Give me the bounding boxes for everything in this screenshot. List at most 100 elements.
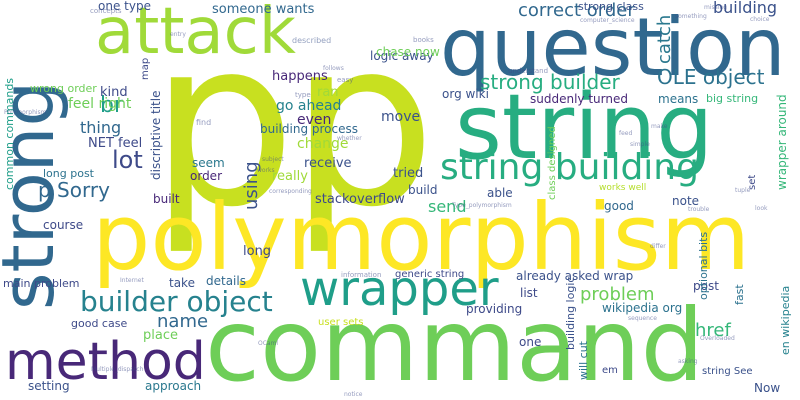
word: building (713, 0, 778, 17)
word: build (408, 183, 438, 197)
word: already asked wrap (516, 269, 634, 283)
word: long post (43, 167, 94, 180)
word: concepts (90, 7, 122, 15)
word: information (341, 271, 382, 279)
word: really (272, 169, 308, 184)
word: p (290, 0, 436, 258)
word: org wiki (442, 87, 489, 101)
word: catch (654, 14, 675, 64)
word: will cut (577, 341, 590, 380)
word: find (196, 118, 212, 127)
word: Internet (120, 277, 144, 284)
word: Multiple_dispatch (91, 366, 144, 373)
word: discriptive title (149, 90, 163, 180)
word: main problem (3, 277, 80, 290)
word: go ahead (276, 98, 342, 114)
word: strong class (578, 0, 644, 13)
word: sequence (628, 315, 657, 322)
word: change (297, 136, 349, 152)
word: simple (630, 141, 650, 148)
word: choice (750, 16, 770, 23)
word: feel right (68, 96, 132, 112)
word: receive (304, 156, 352, 171)
word: Type_polymorphism (452, 202, 512, 209)
word: wrapper around (775, 94, 789, 190)
word: follows (323, 65, 344, 72)
word: good (604, 199, 634, 213)
word: suddenly turned (530, 92, 628, 106)
word: wikipedia org (602, 301, 683, 315)
word: note (672, 194, 700, 208)
word: approach (145, 379, 202, 393)
word: en wikipedia (779, 285, 792, 355)
word: look (755, 205, 768, 212)
word: means (658, 92, 699, 106)
word: able (487, 186, 513, 200)
word: take (169, 276, 195, 290)
word: Overloaded (700, 335, 735, 342)
word: stackoverflow (315, 192, 405, 207)
word: correct order (518, 0, 635, 21)
word: feed (619, 130, 633, 137)
word: post (693, 279, 719, 293)
word: entry (170, 31, 186, 38)
word: whether (337, 135, 362, 142)
word: OCaml (258, 340, 279, 347)
word: wrapper (300, 261, 499, 317)
word: one type (98, 0, 151, 13)
word: even (297, 112, 332, 128)
word: generic string (395, 269, 465, 280)
word: NET feel (88, 136, 143, 151)
word: understand (508, 67, 549, 75)
word: polymorphism (92, 184, 751, 291)
word: OLE object (657, 65, 765, 89)
word: building logic (564, 276, 577, 350)
word: builder object (80, 285, 273, 318)
word: tried (393, 166, 424, 181)
word: chase now (376, 45, 440, 59)
word: string (455, 75, 714, 180)
word: place (143, 328, 178, 343)
word: big string (706, 92, 759, 105)
word: thing (80, 118, 122, 137)
word: kind (100, 85, 128, 100)
word: fast (733, 284, 746, 305)
word: common commands (3, 77, 16, 190)
word: optional bits (697, 231, 710, 300)
word: make (651, 123, 668, 130)
word: move (381, 109, 421, 125)
word: ran (317, 85, 339, 100)
word: problem (580, 284, 655, 305)
word: works well (599, 183, 647, 193)
word: method (5, 332, 206, 392)
word: order (190, 169, 222, 183)
word: setting (28, 379, 70, 393)
word: built (153, 192, 180, 206)
word: attack (95, 0, 296, 69)
word: list (520, 286, 538, 300)
word: type (295, 91, 311, 99)
word: described (292, 36, 332, 45)
word: string building (440, 147, 699, 188)
word: Polymorphism (4, 109, 47, 116)
word: href (695, 320, 731, 341)
word: send (428, 197, 467, 216)
word: logic away (370, 49, 434, 63)
word: good case (71, 317, 128, 330)
word: missing (704, 4, 728, 11)
word: details (206, 274, 246, 288)
word: Now (754, 381, 781, 395)
word: someone wants (212, 2, 315, 17)
word: differ (650, 243, 666, 250)
word: seem (192, 156, 225, 170)
word: br (100, 93, 124, 118)
word: building process (260, 122, 358, 136)
word: providing (466, 302, 523, 316)
word: works (257, 167, 275, 174)
word: lot (112, 146, 143, 174)
word: something (675, 13, 707, 20)
word: one (519, 335, 542, 349)
word: notice (344, 391, 363, 398)
word: asking (678, 358, 698, 365)
